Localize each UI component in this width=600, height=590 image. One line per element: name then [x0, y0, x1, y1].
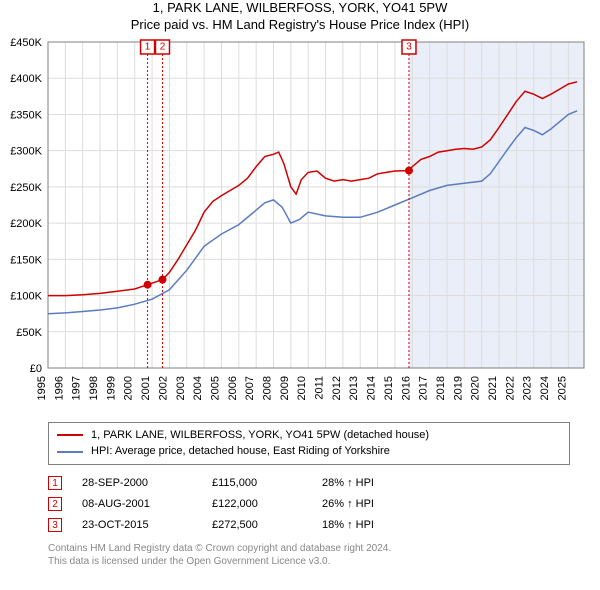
x-tick-label: 2025: [556, 376, 568, 400]
y-tick-label: £450K: [10, 37, 42, 49]
sales-marker: 1: [48, 476, 62, 490]
x-tick-label: 1995: [36, 376, 48, 400]
sales-date: 23-OCT-2015: [82, 515, 192, 536]
y-tick-label: £150K: [10, 254, 42, 266]
title-line2: Price paid vs. HM Land Registry's House …: [0, 17, 600, 32]
x-tick-label: 1998: [88, 376, 100, 400]
y-tick-label: £400K: [10, 73, 42, 85]
x-tick-label: 2022: [504, 376, 516, 400]
x-tick-label: 2005: [209, 376, 221, 400]
title-line1: 1, PARK LANE, WILBERFOSS, YORK, YO41 5PW: [0, 0, 600, 17]
legend-swatch-secondary: [57, 451, 83, 453]
marker-point: [144, 281, 152, 289]
legend-row-secondary: HPI: Average price, detached house, East…: [57, 443, 561, 460]
x-tick-label: 2001: [140, 376, 152, 400]
x-tick-label: 2016: [400, 376, 412, 400]
chart-area: £0 £50K £100K £150K £200K £250K £300K £350K £400…: [0, 36, 600, 416]
marker-number: 3: [406, 41, 412, 52]
legend-row-primary: 1, PARK LANE, WILBERFOSS, YORK, YO41 5PW…: [57, 427, 561, 444]
sales-pct: 26% ↑ HPI: [322, 494, 422, 515]
x-tick-label: 2010: [296, 376, 308, 400]
x-tick-label: 1999: [105, 376, 117, 400]
chart-svg: £0 £50K £100K £150K £200K £250K £300K £350K £400…: [0, 36, 600, 416]
x-tick-label: 2023: [522, 376, 534, 400]
y-tick-label: £350K: [10, 109, 42, 121]
x-tick-label: 2008: [262, 376, 274, 400]
x-tick-label: 2024: [539, 376, 551, 400]
x-tick-label: 2007: [244, 376, 256, 400]
footer-line2: This data is licensed under the Open Gov…: [48, 555, 570, 568]
x-tick-label: 2014: [366, 376, 378, 400]
marker-number: 2: [160, 41, 166, 52]
sales-pct: 18% ↑ HPI: [322, 515, 422, 536]
sales-row: 2 08-AUG-2001 £122,000 26% ↑ HPI: [48, 494, 570, 515]
sales-price: £122,000: [212, 494, 302, 515]
x-tick-label: 2000: [123, 376, 135, 400]
x-tick-label: 2020: [470, 376, 482, 400]
sales-marker: 3: [48, 518, 62, 532]
y-tick-label: £250K: [10, 182, 42, 194]
y-tick-label: £200K: [10, 218, 42, 230]
y-tick-label: £0: [30, 363, 42, 375]
marker-point: [158, 276, 166, 284]
x-tick-label: 2004: [192, 376, 204, 400]
x-tick-label: 2015: [383, 376, 395, 400]
x-tick-label: 2002: [157, 376, 169, 400]
marker-point: [405, 166, 413, 174]
y-tick-label: £300K: [10, 146, 42, 158]
sales-pct: 28% ↑ HPI: [322, 473, 422, 494]
sales-row: 3 23-OCT-2015 £272,500 18% ↑ HPI: [48, 515, 570, 536]
x-tick-label: 2013: [348, 376, 360, 400]
x-tick-label: 2006: [227, 376, 239, 400]
x-tick-label: 1996: [53, 376, 65, 400]
x-tick-label: 2003: [175, 376, 187, 400]
sales-marker: 2: [48, 497, 62, 511]
legend-label-primary: 1, PARK LANE, WILBERFOSS, YORK, YO41 5PW…: [91, 427, 429, 444]
sales-row: 1 28-SEP-2000 £115,000 28% ↑ HPI: [48, 473, 570, 494]
x-tick-label: 2011: [314, 376, 326, 400]
x-tick-label: 2012: [331, 376, 343, 400]
legend-label-secondary: HPI: Average price, detached house, East…: [91, 443, 390, 460]
legend-swatch-primary: [57, 434, 83, 436]
x-tick-label: 2021: [487, 376, 499, 400]
sales-price: £115,000: [212, 473, 302, 494]
x-tick-label: 2009: [279, 376, 291, 400]
footer: Contains HM Land Registry data © Crown c…: [48, 542, 570, 568]
sales-date: 28-SEP-2000: [82, 473, 192, 494]
footer-line1: Contains HM Land Registry data © Crown c…: [48, 542, 570, 555]
chart-container: 1, PARK LANE, WILBERFOSS, YORK, YO41 5PW…: [0, 0, 600, 590]
x-tick-label: 2019: [452, 376, 464, 400]
legend: 1, PARK LANE, WILBERFOSS, YORK, YO41 5PW…: [48, 422, 570, 465]
x-tick-label: 2018: [435, 376, 447, 400]
y-tick-label: £100K: [10, 290, 42, 302]
x-tick-label: 1997: [71, 376, 83, 400]
x-tick-label: 2017: [418, 376, 430, 400]
sales-price: £272,500: [212, 515, 302, 536]
sales-table: 1 28-SEP-2000 £115,000 28% ↑ HPI 2 08-AUG-200…: [48, 473, 570, 536]
y-tick-label: £50K: [16, 327, 42, 339]
marker-number: 1: [145, 41, 151, 52]
sales-date: 08-AUG-2001: [82, 494, 192, 515]
